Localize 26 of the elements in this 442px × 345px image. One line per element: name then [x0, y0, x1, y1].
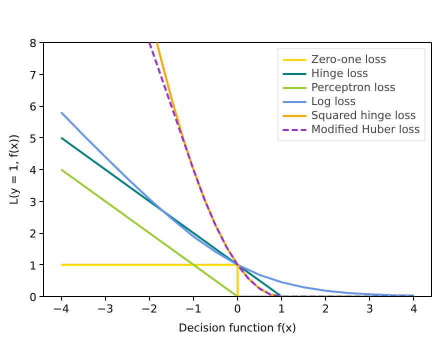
x-tick-label: 4: [410, 302, 418, 316]
x-tick-label: 1: [278, 302, 286, 316]
legend-label: Squared hinge loss: [311, 109, 416, 122]
x-tick-label: −1: [185, 302, 202, 316]
y-axis-title: L(y = 1, f(x)): [8, 134, 20, 205]
y-tick-label: 0: [30, 291, 36, 304]
x-tick-label: 3: [366, 302, 374, 316]
legend-label: Perceptron loss: [311, 81, 396, 94]
x-tick-label: −2: [141, 302, 158, 316]
y-tick-label: 4: [30, 164, 36, 177]
legend-label: Log loss: [311, 95, 356, 108]
x-tick-label: −4: [53, 302, 70, 316]
x-tick-label: −3: [97, 302, 114, 316]
x-tick-label: 0: [234, 302, 241, 316]
y-tick-label: 7: [30, 68, 36, 82]
x-tick-label: 2: [322, 302, 330, 316]
y-tick-label: 6: [30, 100, 36, 114]
legend-label: Hinge loss: [311, 67, 368, 80]
y-tick-label: 3: [30, 196, 36, 209]
x-axis-title: Decision function f(x): [178, 322, 296, 334]
legend-label: Modified Huber loss: [311, 123, 420, 136]
legend-label: Zero-one loss: [311, 53, 386, 66]
y-tick-label: 2: [30, 228, 36, 240]
y-tick-label: 5: [30, 132, 36, 146]
y-tick-label: 1: [30, 259, 36, 272]
y-tick-label: 8: [30, 37, 36, 50]
